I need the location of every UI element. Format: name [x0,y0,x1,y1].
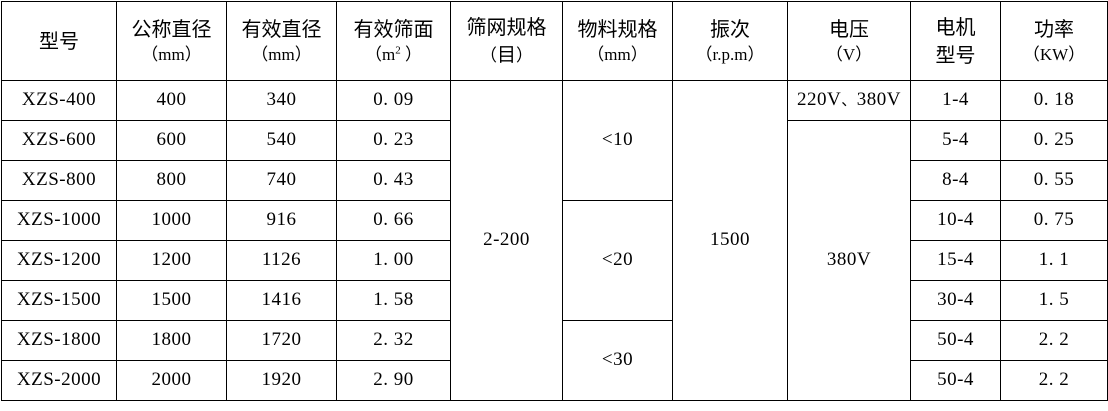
cell-nominal-dia: 600 [116,120,227,161]
header-cell-model: 型号 [1,1,117,81]
header-cell-material-spec: 物料规格 （mm） [562,1,673,81]
cell-motor-model: 50-4 [910,320,1001,361]
cell-motor-model: 8-4 [910,160,1001,201]
cell-voltage-merged: 380V [787,120,911,401]
table-row: XZS-1800 1800 1720 2. 32 <30 50-4 2. 2 [1,320,1108,401]
cell-model: XZS-600 [1,120,117,161]
cell-motor-model: 30-4 [910,280,1001,321]
table-row: XZS-1000 1000 916 0. 66 <20 10-4 0. 75 [1,200,1108,321]
header-unit-power: （KW） [1022,45,1086,65]
cell-model: XZS-400 [1,80,117,121]
header-cell-voltage: 电压 （V） [787,1,911,81]
cell-nominal-dia: 1800 [116,320,227,361]
cell-power: 0. 75 [1000,200,1108,241]
header-label-nominal-dia: 公称直径 [131,16,212,41]
cell-material-spec-merged: <30 [562,320,673,401]
header-unit-vibration: （r.p.m） [695,45,765,65]
header-unit-mesh-spec: （目） [479,43,533,66]
header-label-motor: 电机 [935,14,976,39]
table-row: XZS-400 400 340 0. 09 2-200 <10 1500 220… [1,80,1108,401]
cell-screen-area: 0. 43 [336,160,451,201]
cell-model: XZS-1000 [1,200,117,241]
cell-power: 2. 2 [1000,360,1108,401]
header-unit-material-spec: （mm） [587,45,648,65]
table-row: XZS-1200 1200 1126 1. 00 15-4 1. 1 [1,240,1108,281]
header-label-material-spec: 物料规格 [577,16,658,41]
header-cell-power: 功率 （KW） [1000,1,1108,81]
cell-model: XZS-800 [1,160,117,201]
table-row: XZS-1500 1500 1416 1. 58 30-4 1. 5 [1,280,1108,321]
header-unit-effective-dia: （mm） [251,45,312,65]
cell-power: 0. 55 [1000,160,1108,201]
table-row: XZS-600 600 540 0. 23 380V 5-4 0. 25 [1,120,1108,401]
cell-nominal-dia: 1200 [116,240,227,281]
cell-power: 2. 2 [1000,320,1108,361]
header-cell-screen-area: 有效筛面 （m2 ） [336,1,451,81]
header-unit-screen-area: （m2 ） [365,44,422,65]
cell-screen-area: 2. 90 [336,360,451,401]
cell-model: XZS-1800 [1,320,117,361]
cell-power: 0. 18 [1000,80,1108,121]
cell-effective-dia: 540 [226,120,337,161]
header-cell-motor-model: 电机 型号 [910,1,1001,81]
header-label-motor-model: 型号 [935,43,976,67]
cell-vibration-merged: 1500 [672,80,788,401]
cell-effective-dia: 1416 [226,280,337,321]
cell-screen-area: 1. 00 [336,240,451,281]
header-label-vibration: 振次 [710,16,750,41]
table-row: XZS-800 800 740 0. 43 8-4 0. 55 [1,160,1108,201]
cell-motor-model: 5-4 [910,120,1001,161]
cell-power: 0. 25 [1000,120,1108,161]
specifications-table: 型号 公称直径 （mm） 有效直径 （mm） 有效筛面 （m2 ） 筛网规格 （… [1,1,1108,401]
cell-nominal-dia: 400 [116,80,227,121]
cell-motor-model: 15-4 [910,240,1001,281]
header-unit-voltage: （V） [825,45,873,65]
cell-voltage: 220V、380V [787,80,911,121]
header-label-screen-area: 有效筛面 [353,16,434,41]
cell-material-spec-merged: <10 [562,80,673,201]
cell-effective-dia: 1720 [226,320,337,361]
cell-motor-model: 10-4 [910,200,1001,241]
cell-motor-model: 50-4 [910,360,1001,401]
cell-model: XZS-2000 [1,360,117,401]
cell-effective-dia: 340 [226,80,337,121]
cell-screen-area: 0. 66 [336,200,451,241]
cell-screen-area: 0. 23 [336,120,451,161]
header-cell-mesh-spec: 筛网规格 （目） [450,1,563,81]
header-cell-vibration: 振次 （r.p.m） [672,1,788,81]
cell-nominal-dia: 800 [116,160,227,201]
cell-model: XZS-1200 [1,240,117,281]
cell-nominal-dia: 1500 [116,280,227,321]
header-unit-nominal-dia: （mm） [141,45,202,65]
header-cell-effective-dia: 有效直径 （mm） [226,1,337,81]
cell-screen-area: 0. 09 [336,80,451,121]
header-label-power: 功率 [1034,16,1074,41]
table-header-row: 型号 公称直径 （mm） 有效直径 （mm） 有效筛面 （m2 ） 筛网规格 （… [1,1,1108,81]
table-row: XZS-2000 2000 1920 2. 90 50-4 2. 2 [1,360,1108,401]
cell-mesh-spec-merged: 2-200 [450,80,563,401]
cell-model: XZS-1500 [1,280,117,321]
cell-motor-model: 1-4 [910,80,1001,121]
cell-power: 1. 1 [1000,240,1108,281]
header-label-effective-dia: 有效直径 [241,16,322,41]
header-label-voltage: 电压 [829,16,869,41]
cell-power: 1. 5 [1000,280,1108,321]
cell-nominal-dia: 2000 [116,360,227,401]
header-cell-nominal-dia: 公称直径 （mm） [116,1,227,81]
cell-material-spec-merged: <20 [562,200,673,321]
cell-effective-dia: 1126 [226,240,337,281]
header-label-model: 型号 [39,28,79,53]
cell-effective-dia: 1920 [226,360,337,401]
header-label-mesh-spec: 筛网规格 [466,15,547,40]
cell-effective-dia: 740 [226,160,337,201]
cell-screen-area: 2. 32 [336,320,451,361]
cell-nominal-dia: 1000 [116,200,227,241]
cell-screen-area: 1. 58 [336,280,451,321]
cell-effective-dia: 916 [226,200,337,241]
